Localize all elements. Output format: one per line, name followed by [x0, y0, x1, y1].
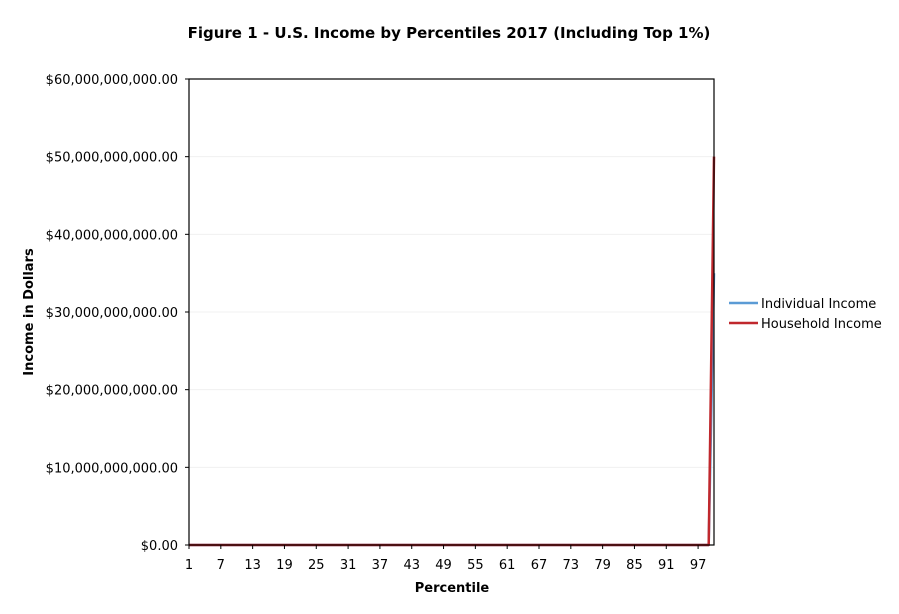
- x-tick-label: 73: [563, 558, 580, 573]
- legend-item: Household Income: [729, 317, 882, 332]
- x-tick-label: 61: [499, 558, 516, 573]
- x-tick-label: 55: [467, 558, 484, 573]
- legend-item: Individual Income: [729, 297, 876, 312]
- y-tick-label: $50,000,000,000.00: [46, 151, 178, 166]
- y-tick-label: $10,000,000,000.00: [46, 461, 178, 476]
- x-tick-label: 91: [658, 558, 675, 573]
- x-axis-title: Percentile: [415, 581, 490, 596]
- chart-title: Figure 1 - U.S. Income by Percentiles 20…: [188, 24, 711, 42]
- legend-label: Household Income: [761, 317, 882, 332]
- y-tick-label: $30,000,000,000.00: [46, 306, 178, 321]
- x-tick-label: 43: [403, 558, 420, 573]
- x-tick-label: 19: [276, 558, 293, 573]
- x-tick-label: 67: [531, 558, 548, 573]
- series-line-individual-income: [189, 273, 716, 547]
- x-axis-ticks: 1 7 13 19 25 31 37 43 49 55 61 67 73 79 85 91 97: [185, 545, 707, 573]
- y-tick-label: $0.00: [141, 539, 178, 554]
- x-tick-label: 49: [435, 558, 452, 573]
- y-tick-label: $60,000,000,000.00: [46, 73, 178, 88]
- x-tick-label: 13: [244, 558, 261, 573]
- x-tick-label: 37: [372, 558, 389, 573]
- legend-label: Individual Income: [761, 297, 876, 312]
- series-lines: [189, 156, 716, 547]
- y-axis-title: Income in Dollars: [22, 248, 37, 376]
- y-axis-ticks: $0.00 $10,000,000,000.00 $20,000,000,000.0…: [46, 73, 189, 554]
- x-tick-label: 7: [217, 558, 225, 573]
- y-tick-label: $40,000,000,000.00: [46, 228, 178, 243]
- y-tick-label: $20,000,000,000.00: [46, 384, 178, 399]
- x-tick-label: 25: [308, 558, 325, 573]
- x-tick-label: 31: [340, 558, 357, 573]
- legend: Individual Income Household Income: [729, 297, 882, 332]
- series-line-household-income: [189, 156, 716, 547]
- gridlines: [189, 78, 714, 468]
- x-tick-label: 97: [690, 558, 707, 573]
- x-tick-label: 85: [626, 558, 643, 573]
- x-tick-label: 79: [594, 558, 611, 573]
- x-tick-label: 1: [185, 558, 193, 573]
